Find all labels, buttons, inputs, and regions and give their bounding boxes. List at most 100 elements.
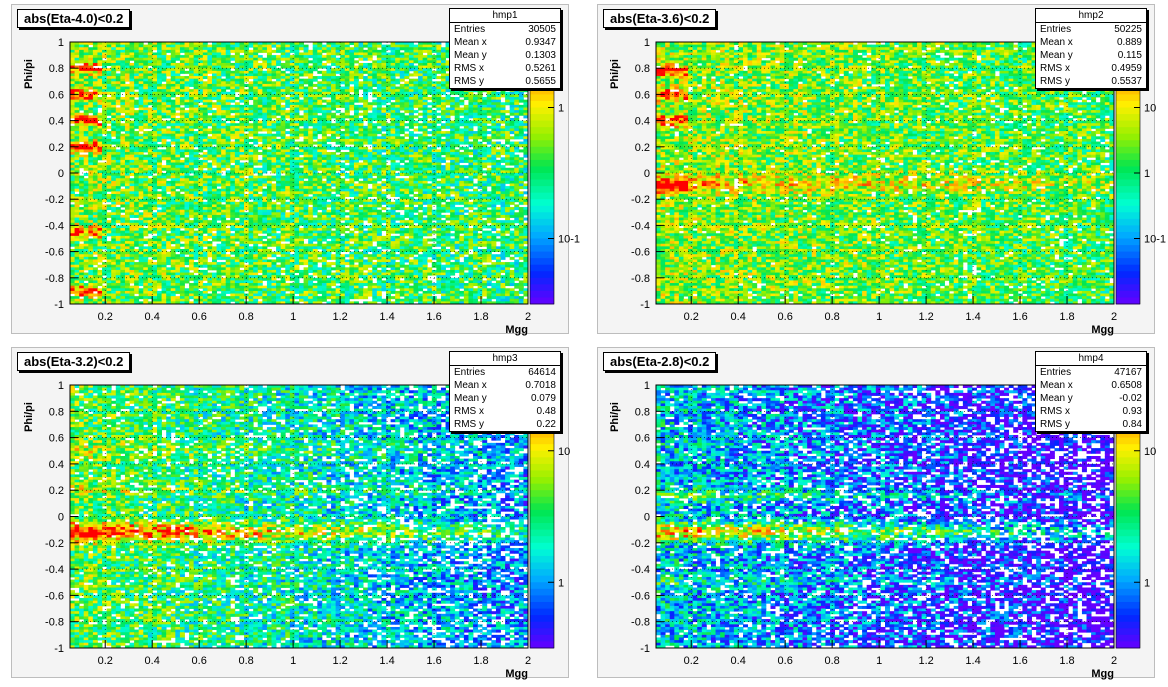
y-tick-label: 1 [58,37,64,49]
x-axis-title: Mgg [505,324,528,336]
x-tick-label: 1.6 [1012,311,1027,323]
stats-value: 0.7018 [525,379,556,392]
stats-label: Mean y [454,392,487,405]
stats-value: 30505 [528,23,556,36]
heatmap-cells [70,42,529,305]
y-tick-label: -1 [640,643,650,655]
x-tick-label: 0.4 [731,311,746,323]
stats-value: 0.5655 [525,75,556,88]
colorbar-label: 10-1 [558,234,580,246]
stats-label: RMS x [1040,405,1070,418]
stats-label: Mean x [454,379,487,392]
panel-title: abs(Eta-4.0)<0.2 [17,9,131,28]
stats-label: RMS y [454,75,484,88]
stats-label: RMS x [1040,62,1070,75]
y-tick-label: -1 [640,299,650,311]
stats-value: 0.22 [537,418,556,431]
stats-name: hmp2 [1036,9,1146,23]
colorbar-label: 1 [1144,168,1150,180]
x-tick-label: 0.2 [98,311,113,323]
stats-box: hmp1 Entries 30505 Mean x 0.9347 Mean y 0.1… [449,8,561,89]
y-tick-label: -0.2 [631,194,650,206]
x-tick-label: 1.6 [426,311,441,323]
y-tick-label: 0.4 [49,116,64,128]
y-tick-label: 0.2 [635,142,650,154]
stats-label: RMS x [454,405,484,418]
stats-value: 0.889 [1117,36,1142,49]
stats-row: RMS x 0.48 [450,405,560,418]
y-tick-label: -0.6 [631,590,650,602]
y-tick-label: 1 [58,380,64,392]
stats-row: RMS y 0.22 [450,418,560,431]
x-tick-label: 1 [876,655,882,667]
colorbar-label: 10 [1144,103,1156,115]
y-tick-label: 0.2 [635,485,650,497]
stats-value: 0.48 [537,405,556,418]
x-tick-label: 1 [876,311,882,323]
y-tick-label: -0.4 [45,220,64,232]
y-axis-title: Phi/pi [609,402,621,432]
x-tick-label: 1.2 [332,655,347,667]
stats-row: RMS y 0.5537 [1036,75,1146,88]
stats-value: 0.84 [1123,418,1142,431]
x-tick-label: 0.8 [239,311,254,323]
stats-box: hmp2 Entries 50225 Mean x 0.889 Mean y 0.11… [1035,8,1147,89]
stats-row: Entries 50225 [1036,23,1146,36]
y-axis-title: Phi/pi [23,59,35,89]
stats-value: 0.5537 [1111,75,1142,88]
stats-row: Entries 30505 [450,23,560,36]
y-tick-label: 1 [644,380,650,392]
x-axis-title: Mgg [505,668,528,680]
stats-value: 64614 [528,366,556,379]
y-tick-label: -0.8 [631,617,650,629]
x-tick-label: 0.6 [192,311,207,323]
x-tick-label: 1.6 [426,655,441,667]
stats-row: Mean x 0.7018 [450,379,560,392]
y-axis-title: Phi/pi [23,402,35,432]
y-tick-label: 0.4 [635,459,650,471]
stats-label: Mean x [454,36,487,49]
y-tick-label: -0.2 [45,538,64,550]
panel-hmp3: 0.2 0.4 0.6 0.8 1 1.2 1.4 1.6 1.8 2 -1 -0.8 -0.6 -0.4… [11,347,570,680]
stats-name: hmp4 [1036,352,1146,366]
x-tick-label: 1.2 [918,655,933,667]
x-tick-label: 1.4 [965,655,980,667]
color-bar [529,41,555,305]
x-tick-label: 0.6 [192,655,207,667]
x-tick-label: 1.8 [473,655,488,667]
y-tick-label: -1 [54,643,64,655]
stats-value: 0.6508 [1111,379,1142,392]
y-tick-label: 1 [644,37,650,49]
stats-label: Mean x [1040,36,1073,49]
y-tick-label: 0 [644,168,650,180]
stats-value: 0.4959 [1111,62,1142,75]
y-tick-label: 0.2 [49,485,64,497]
x-tick-label: 0.2 [684,311,699,323]
stats-value: 0.079 [531,392,556,405]
panel-title: abs(Eta-3.6)<0.2 [603,9,717,28]
heatmap-cells [656,42,1115,305]
stats-row: Mean x 0.6508 [1036,379,1146,392]
stats-name: hmp1 [450,9,560,23]
y-tick-label: -0.4 [45,564,64,576]
panel-title: abs(Eta-2.8)<0.2 [603,352,717,371]
y-tick-label: 0.8 [635,63,650,75]
stats-value: 0.115 [1118,49,1142,62]
stats-value: 0.93 [1123,405,1142,418]
x-tick-label: 1.6 [1012,655,1027,667]
stats-label: RMS x [454,62,484,75]
y-axis-title: Phi/pi [609,59,621,89]
y-tick-label: -0.6 [631,247,650,259]
y-tick-label: -0.2 [45,194,64,206]
stats-label: Mean y [454,49,487,62]
x-tick-label: 0.8 [825,311,840,323]
x-tick-label: 1.4 [965,311,980,323]
y-tick-label: 0 [644,512,650,524]
stats-value: 47167 [1114,366,1142,379]
x-axis-title: Mgg [1091,668,1114,680]
heatmap-plot: 0.2 0.4 0.6 0.8 1 1.2 1.4 1.6 1.8 2 -1 -0.8 -0.6 -0.4… [609,37,1166,336]
stats-row: Mean y 0.1303 [450,49,560,62]
x-tick-label: 0.2 [98,655,113,667]
x-tick-label: 1 [290,655,296,667]
y-tick-label: 0.8 [49,406,64,418]
